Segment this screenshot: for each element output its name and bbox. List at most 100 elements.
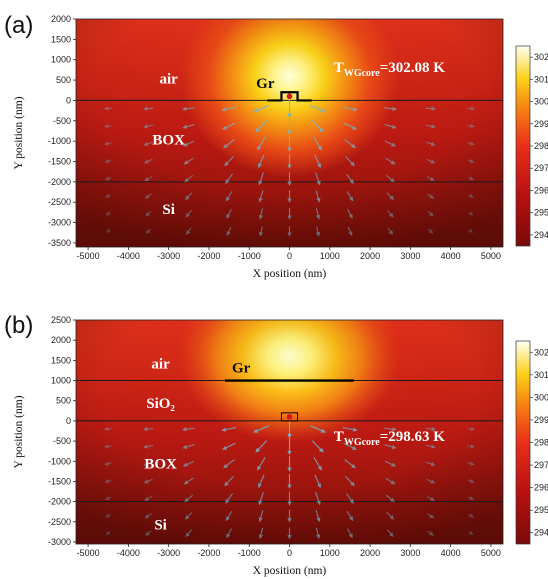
heat-flux-arrow-52 [385,174,395,183]
heat-flux-arrow-54 [467,496,475,501]
colorbar-tick-label-4: 298 [534,438,548,448]
heat-flux-arrow-25 [223,139,235,149]
heat-flux-arrow-66 [105,530,111,535]
x-tick-label-7: 2000 [360,251,380,261]
heat-flux-arrow-68 [185,529,193,537]
x-tick-label-4: -1000 [238,251,261,261]
heat-flux-arrow-64 [427,513,435,519]
colorbar-tick-label-7: 301 [534,74,548,84]
x-tick-label-3: -2000 [197,251,220,261]
y-tick-label-2: -2500 [48,197,71,207]
heat-flux-arrow-7 [342,106,358,112]
heat-flux-arrow-35 [183,477,194,485]
heat-flux-arrow-28 [313,457,322,471]
heat-flux-arrow-87 [468,228,474,233]
heat-flux-arrow-54 [467,176,475,181]
heat-flux-arrow-36 [224,156,234,167]
heat-flux-arrow-42 [426,158,436,164]
x-tick-label-8: 3000 [400,251,420,261]
heat-flux-arrow-3 [221,106,237,112]
heat-flux-arrow-26 [257,457,266,471]
y-tick-label-6: 0 [66,416,71,426]
region-label-2: BOX [144,457,177,473]
plot-area [76,19,503,247]
heat-flux-arrow-8 [384,427,397,432]
y-tick-label-11: 2000 [51,14,71,24]
colorbar-tick-label-6: 300 [534,392,548,402]
region-label-0: air [159,72,178,88]
x-tick-label-5: 0 [287,548,292,558]
heat-flux-arrow-41 [385,157,396,165]
heat-flux-arrow-37 [258,154,265,169]
heat-flux-arrow-29 [344,459,356,469]
y-tick-label-8: 1000 [51,376,71,386]
heat-flux-arrow-66 [105,211,111,216]
heat-flux-arrow-68 [185,209,193,218]
y-tick-label-4: -1000 [48,456,71,466]
colorbar-tick-label-7: 301 [534,370,548,380]
heat-flux-arrow-86 [427,228,434,234]
heat-flux-arrow-85 [387,227,394,235]
y-tick-label-8: 500 [56,75,71,85]
heat-flux-arrow-72 [315,527,321,540]
heat-flux-arrow-51 [345,173,354,184]
heat-flux-arrow-44 [104,176,112,181]
colorbar-tick-label-0: 294 [534,230,548,240]
heat-flux-arrow-67 [145,530,152,536]
colorbar-tick-label-6: 300 [534,97,548,107]
heat-flux-arrow-72 [315,208,321,220]
y-tick-label-9: 1000 [51,55,71,65]
heat-flux-arrow-35 [183,157,194,165]
heat-flux-arrow-63 [386,512,395,520]
heat-flux-arrow-22 [104,141,112,146]
heat-flux-arrow-53 [426,495,435,501]
y-tick-label-0: -3000 [48,537,71,547]
heat-flux-arrow-18 [343,442,357,450]
y-tick-label-10: 2000 [51,335,71,345]
heat-flux-arrow-36 [224,476,234,487]
heat-flux-arrow-32 [467,141,475,146]
x-tick-label-0: -5000 [77,548,100,558]
heat-flux-arrow-13 [182,444,195,450]
y-axis-label: Y position (nm) [13,395,25,468]
heat-flux-arrow-12 [143,124,154,129]
heat-flux-arrow-34 [143,478,153,484]
heat-flux-arrow-14 [222,122,236,130]
plot-area [76,320,503,544]
heat-flux-arrow-24 [183,140,195,147]
heat-flux-arrow-4 [253,104,269,113]
region-label-0: air [151,357,170,373]
heat-flux-arrow-17 [311,440,324,453]
graphene-layer [267,91,312,102]
heat-flux-arrow-43 [467,158,475,164]
heat-flux-arrow-46 [184,174,194,183]
colorbar-tick-label-1: 295 [534,505,548,515]
x-tick-label-4: -1000 [238,548,261,558]
graphene-label: Gr [232,360,251,376]
heat-flux-arrow-73 [347,528,353,539]
colorbar-tick-label-2: 296 [534,185,548,195]
x-axis-label: X position (nm) [253,565,327,577]
heat-flux-arrow-30 [384,140,396,147]
heat-flux-arrow-34 [143,158,153,164]
heat-flux-arrow-67 [145,210,152,217]
x-tick-label-3: -2000 [197,548,220,558]
heat-flux-arrow-21 [467,444,475,449]
heat-flux-arrow-15 [255,440,268,453]
heat-flux-arrow-41 [385,477,396,485]
heat-flux-arrow-61 [315,509,321,523]
heat-flux-arrow-43 [467,478,475,483]
heat-flux-arrow-17 [311,120,324,133]
heat-flux-arrow-11 [104,123,112,129]
heat-flux-arrow-1 [143,106,154,111]
y-tick-label-5: -1000 [48,136,71,146]
y-tick-label-10: 1500 [51,34,71,44]
heat-flux-arrow-28 [313,136,322,151]
x-tick-label-6: 1000 [320,251,340,261]
heat-flux-arrow-76 [468,530,474,535]
heat-flux-arrow-40 [345,476,355,487]
heat-flux-arrow-59 [258,509,264,523]
heat-flux-arrow-50 [315,172,321,186]
y-tick-label-6: -500 [53,116,71,126]
